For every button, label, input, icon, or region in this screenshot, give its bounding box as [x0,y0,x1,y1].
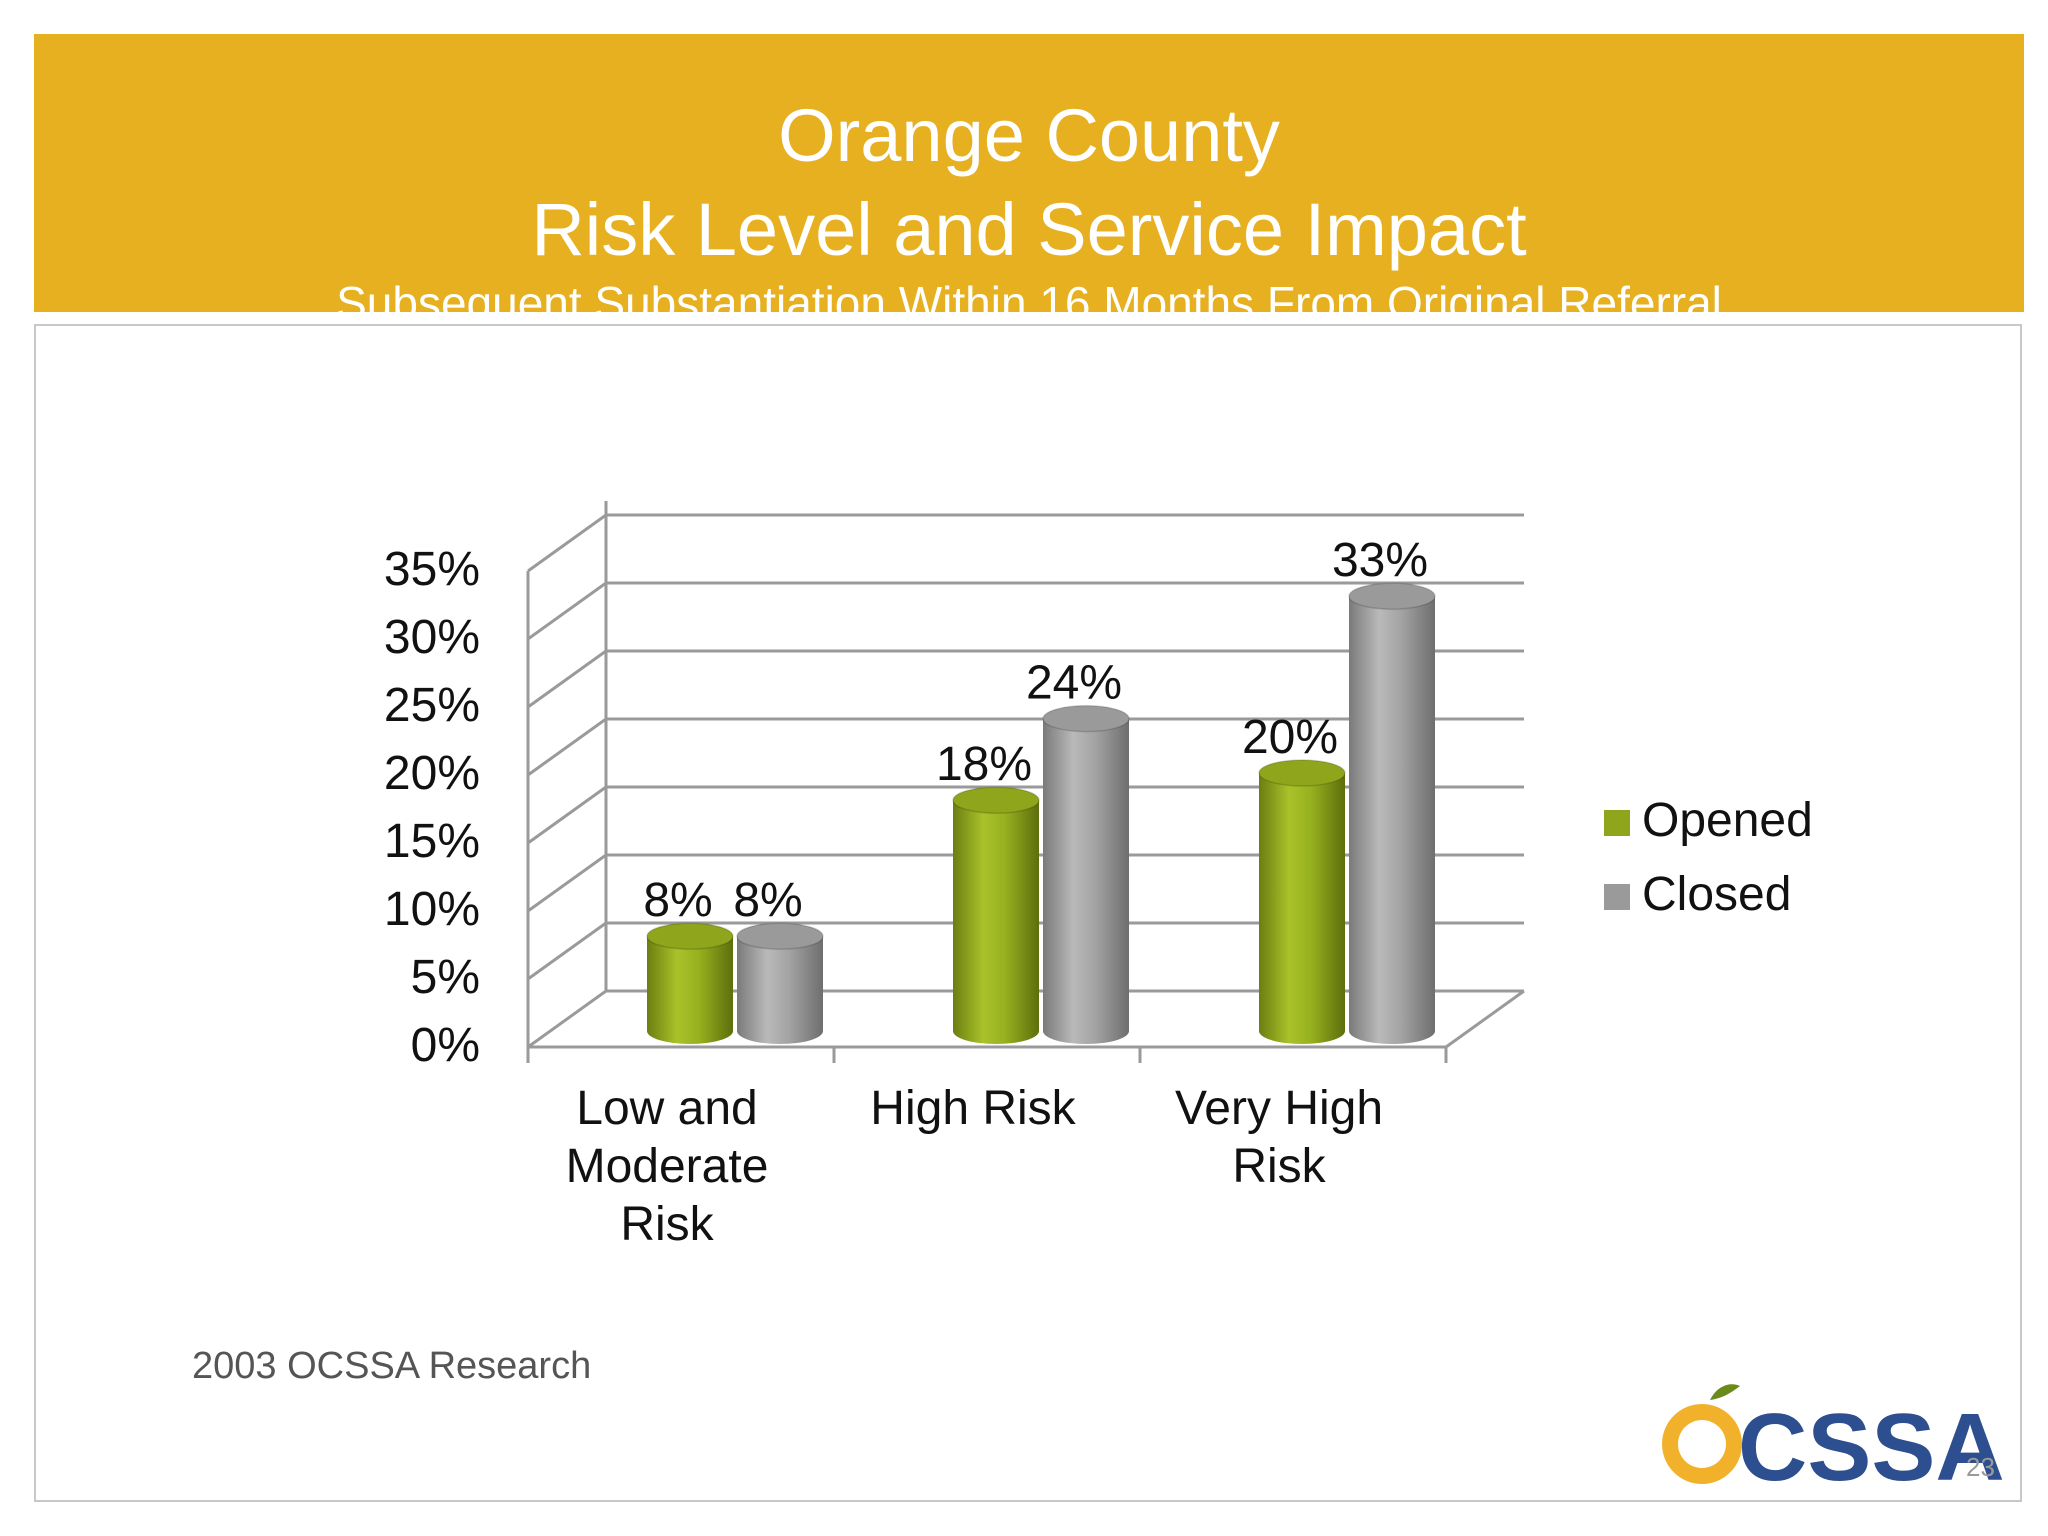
data-label: 8% [643,874,712,927]
gridline-diagonal [527,989,607,1049]
y-tick-label: 10% [384,883,480,936]
chart-frame [34,324,2022,1502]
bar-top-closed [736,922,824,950]
leaf-icon [1710,1384,1740,1400]
logo-text: CSSA [1738,1394,2005,1501]
gridline-diagonal [527,921,607,981]
page-number: 23 [1966,1452,1995,1482]
x-category-label: High Risk [870,1082,1076,1135]
bar-closed [737,936,823,1044]
floor-edge [1445,989,1525,1049]
data-label: 20% [1242,711,1338,764]
gridline-diagonal [527,581,607,641]
y-tick-label: 5% [411,951,480,1004]
chart-bars [646,582,1436,1044]
chart-axes [526,571,1525,1063]
x-category-label: Low and Moderate Risk [566,1082,769,1251]
bar-top-closed [1348,582,1436,610]
source-footnote: 2003 OCSSA Research [192,1345,592,1387]
x-category-label-line: Low and [576,1082,757,1135]
slide-title-line-1: Orange County [778,94,1280,177]
chart-legend: Opened Closed [1604,794,1813,921]
y-tick-label: 0% [411,1019,480,1072]
y-tick-label: 30% [384,611,480,664]
slide-subtitle: Subsequent Substantiation Within 16 Mont… [336,277,1722,329]
bar-top-opened [952,786,1040,814]
x-category-label-line: High Risk [870,1082,1076,1135]
legend-swatch-closed [1604,884,1630,910]
data-label: 33% [1332,534,1428,587]
data-label: 24% [1026,657,1122,710]
bar-opened [647,936,733,1044]
bar-closed [1043,718,1129,1044]
legend-swatch-opened [1604,810,1630,836]
gridline-diagonal [527,853,607,913]
gridline-diagonal [527,717,607,777]
bar-opened [1259,773,1345,1044]
bar-opened [953,800,1039,1044]
x-category-label: Very High Risk [1175,1082,1383,1193]
bar-top-opened [646,922,734,950]
data-label: 18% [936,738,1032,791]
bar-top-closed [1042,704,1130,733]
y-tick-label: 25% [384,679,480,732]
y-tick-label: 20% [384,747,480,800]
bar-closed [1349,596,1435,1044]
ocssa-logo: CSSA [1662,1384,2005,1501]
x-category-label-line: Moderate [566,1140,769,1193]
y-tick-label: 15% [384,815,480,868]
legend-label-closed: Closed [1642,868,1791,921]
gridline-diagonal [527,785,607,845]
gridline-diagonal [527,513,607,573]
data-label: 8% [733,874,802,927]
x-category-label-line: Very High [1175,1082,1383,1135]
chart-data-labels: 0%5%10%15%20%25%30%35%Low and Moderate Ris… [384,534,1428,1251]
legend-label-opened: Opened [1642,794,1813,847]
x-category-label-line: Risk [620,1198,714,1251]
slide-title-line-2: Risk Level and Service Impact [531,188,1527,271]
x-category-label-line: Risk [1232,1140,1326,1193]
slide-header: Orange County Risk Level and Service Imp… [34,34,2024,329]
gridline-diagonal [527,649,607,709]
y-tick-label: 35% [384,543,480,596]
bar-top-opened [1258,759,1346,787]
